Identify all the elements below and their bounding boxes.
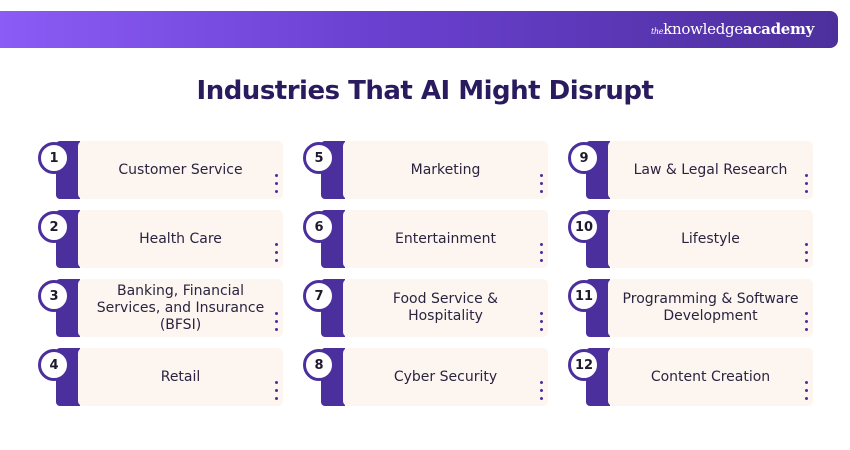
industry-label: Retail: [160, 368, 201, 385]
dots-icon: [540, 243, 543, 262]
industry-card: Banking, Financial Services, and Insuran…: [38, 279, 283, 337]
card-label-box: Customer Service: [78, 141, 283, 199]
dots-icon: [275, 381, 278, 400]
dots-icon: [540, 312, 543, 331]
number-badge: 12: [568, 349, 600, 381]
dots-icon: [805, 174, 808, 193]
dots-icon: [275, 243, 278, 262]
number-badge: 6: [303, 211, 335, 243]
industry-card: Health Care 2: [38, 210, 283, 268]
card-label-box: Banking, Financial Services, and Insuran…: [78, 279, 283, 337]
card-label-box: Entertainment: [343, 210, 548, 268]
industry-label: Programming & Software Development: [622, 291, 799, 324]
dots-icon: [805, 381, 808, 400]
dots-icon: [540, 174, 543, 193]
number-badge: 2: [38, 211, 70, 243]
industry-label: Entertainment: [394, 230, 497, 247]
dots-icon: [540, 381, 543, 400]
card-label-box: Food Service & Hospitality: [343, 279, 548, 337]
industry-label: Food Service & Hospitality: [392, 291, 499, 324]
card-label-box: Marketing: [343, 141, 548, 199]
industry-card: Cyber Security 8: [303, 348, 548, 406]
dots-icon: [805, 312, 808, 331]
card-label-box: Retail: [78, 348, 283, 406]
industry-card: Marketing 5: [303, 141, 548, 199]
industry-label: Law & Legal Research: [633, 161, 788, 178]
industry-card: Food Service & Hospitality 7: [303, 279, 548, 337]
industry-card: Content Creation 12: [568, 348, 813, 406]
number-badge: 5: [303, 142, 335, 174]
industry-label: Health Care: [139, 230, 222, 247]
industry-label: Banking, Financial Services, and Insuran…: [96, 282, 265, 333]
number-badge: 8: [303, 349, 335, 381]
card-label-box: Law & Legal Research: [608, 141, 813, 199]
industry-label: Customer Service: [118, 161, 243, 178]
logo-main: knowledge: [663, 20, 743, 38]
industry-card: Lifestyle 10: [568, 210, 813, 268]
industry-label: Marketing: [410, 161, 481, 178]
number-badge: 7: [303, 280, 335, 312]
number-badge: 10: [568, 211, 600, 243]
industry-card: Entertainment 6: [303, 210, 548, 268]
number-badge: 9: [568, 142, 600, 174]
card-label-box: Programming & Software Development: [608, 279, 813, 337]
industry-label: Cyber Security: [393, 368, 498, 385]
number-badge: 3: [38, 280, 70, 312]
number-badge: 4: [38, 349, 70, 381]
dots-icon: [275, 174, 278, 193]
card-label-box: Health Care: [78, 210, 283, 268]
industry-card: Customer Service 1: [38, 141, 283, 199]
page-title: Industries That AI Might Disrupt: [196, 76, 654, 106]
card-label-box: Lifestyle: [608, 210, 813, 268]
logo-bold: academy: [742, 20, 814, 38]
number-badge: 1: [38, 142, 70, 174]
dots-icon: [805, 243, 808, 262]
industry-label: Lifestyle: [681, 230, 740, 247]
card-label-box: Content Creation: [608, 348, 813, 406]
header-banner: [0, 11, 838, 48]
brand-logo: theknowledgeacademy: [651, 20, 814, 38]
industry-label: Content Creation: [650, 368, 771, 385]
number-badge: 11: [568, 280, 600, 312]
industry-card: Programming & Software Development 11: [568, 279, 813, 337]
dots-icon: [275, 312, 278, 331]
logo-prefix: the: [651, 27, 664, 36]
card-label-box: Cyber Security: [343, 348, 548, 406]
industry-card: Retail 4: [38, 348, 283, 406]
industry-card: Law & Legal Research 9: [568, 141, 813, 199]
